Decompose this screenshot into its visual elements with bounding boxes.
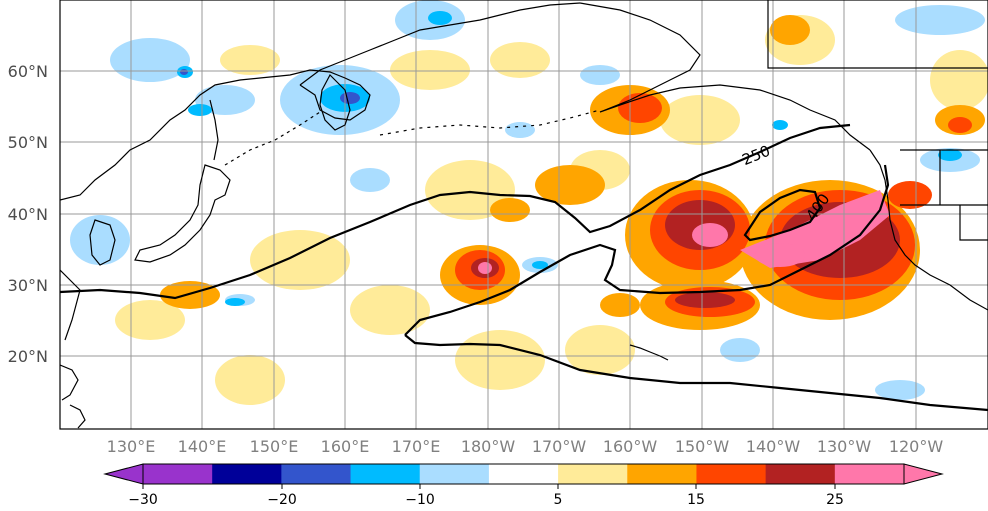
colorbar-extend-min [105,464,143,484]
contour-250-north [60,123,851,300]
lon-label-130w: 130°W [817,437,872,456]
lon-label-120w: 120°W [889,437,944,456]
colorbar-segment [627,464,697,484]
colorbar-segment [558,464,628,484]
longitude-labels: 130°E 140°E 150°E 160°E 170°E 180°W 170°… [107,437,944,456]
lon-label-140w: 140°W [746,437,801,456]
colorbar-tick-label: −20 [267,492,297,508]
map-frame [59,0,988,430]
colorbar-segment [212,464,282,484]
contour-250-south [404,164,890,336]
lon-label-160w: 160°W [603,437,658,456]
lat-label-60n: 60°N [8,62,48,81]
lat-label-20n: 20°N [8,347,48,366]
contour-250-lower [404,334,988,412]
colorbar-segment [696,464,767,484]
colorbar-tick-label: −30 [128,492,158,508]
lon-label-160e: 160°E [321,437,370,456]
lon-label-150e: 150°E [250,437,299,456]
colorbar-segment [281,464,352,484]
lon-label-130e: 130°E [107,437,156,456]
lat-label-50n: 50°N [8,133,48,152]
colorbar-extend-max [904,464,942,484]
lon-label-140e: 140°E [178,437,227,456]
lon-label-170e: 170°E [392,437,441,456]
contour-400 [743,188,822,242]
colorbar: −30 −20 −10 5 15 25 [103,463,944,508]
extreme-positive-patches [478,190,890,274]
colorbar-tick-label: 5 [554,492,563,508]
colorbar-tick-label: −10 [405,492,435,508]
lon-label-180w: 180°W [461,437,516,456]
colorbar-segment [834,464,905,484]
colorbar-segment [350,464,421,484]
colorbar-segment [143,464,213,484]
lat-label-40n: 40°N [8,205,48,224]
colorbar-segment [419,464,490,484]
lat-label-30n: 30°N [8,276,48,295]
colorbar-segment [488,464,559,484]
lon-label-150w: 150°W [675,437,730,456]
colorbar-tick-label: 25 [826,492,844,508]
colorbar-segment [765,464,836,484]
lon-label-170w: 170°W [532,437,587,456]
graticule [60,0,988,429]
latitude-labels: 60°N 50°N 40°N 30°N 20°N [8,62,48,366]
colorbar-tick-label: 15 [687,492,705,508]
